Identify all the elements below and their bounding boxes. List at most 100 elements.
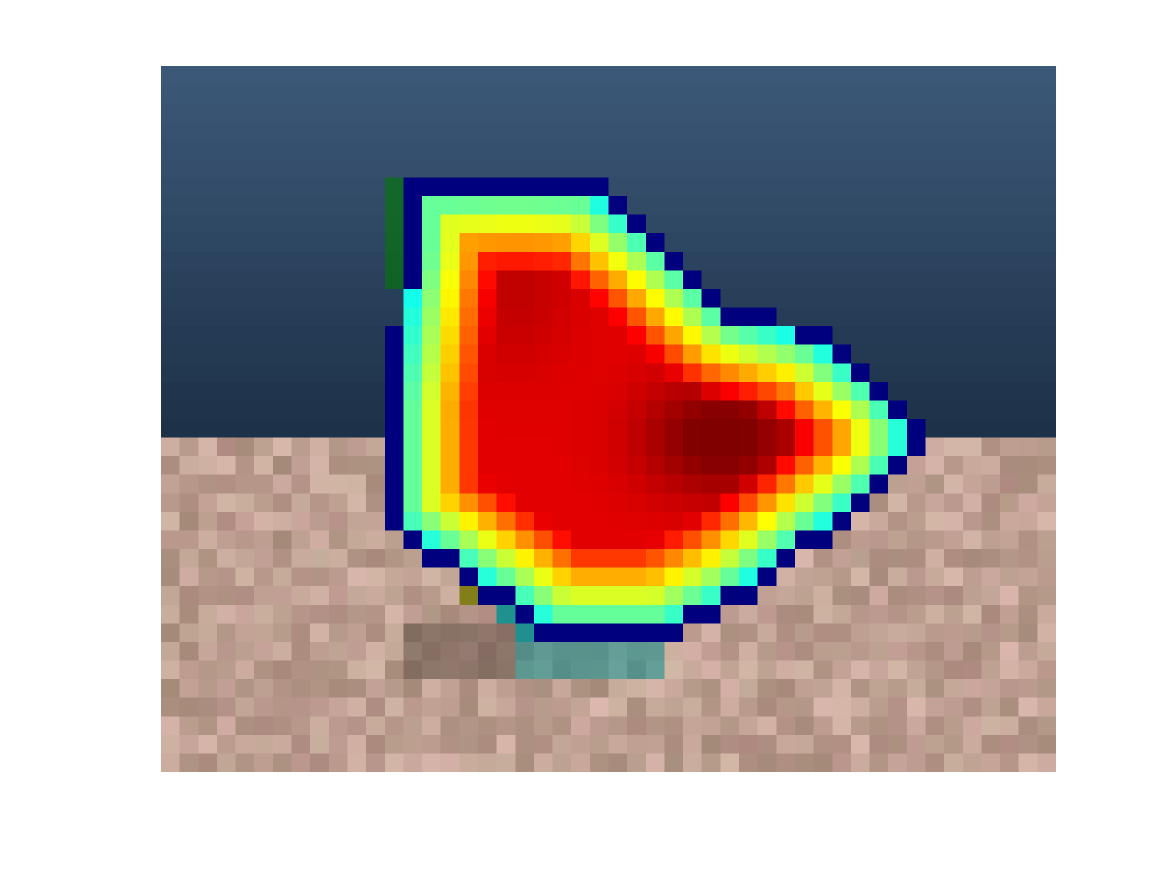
- image-pixel: [664, 196, 684, 216]
- image-pixel: [272, 121, 293, 141]
- image-pixel: [645, 84, 666, 104]
- image-pixel: [794, 511, 815, 532]
- image-pixel: [832, 456, 852, 476]
- image-pixel: [589, 623, 610, 643]
- image-pixel: [216, 233, 237, 253]
- image-pixel: [366, 84, 386, 104]
- image-pixel: [216, 121, 237, 141]
- image-pixel: [776, 641, 796, 662]
- image-pixel: [925, 214, 945, 234]
- image-pixel: [683, 623, 703, 643]
- image-pixel: [235, 84, 255, 104]
- image-pixel: [459, 66, 479, 86]
- image-pixel: [832, 567, 852, 587]
- image-pixel: [179, 604, 199, 624]
- image-pixel: [459, 381, 479, 402]
- image-pixel: [515, 288, 535, 309]
- image-pixel: [179, 734, 199, 755]
- image-pixel: [198, 474, 218, 494]
- image-pixel: [683, 326, 703, 346]
- image-pixel: [459, 400, 479, 420]
- image-pixel: [683, 363, 703, 383]
- image-pixel: [235, 604, 255, 624]
- image-pixel: [291, 623, 311, 643]
- image-pixel: [477, 530, 498, 550]
- image-pixel: [664, 456, 684, 476]
- image-pixel: [813, 363, 833, 383]
- image-pixel: [906, 381, 927, 402]
- image-pixel: [1000, 419, 1020, 439]
- image-pixel: [944, 363, 964, 383]
- image-pixel: [571, 363, 591, 383]
- image-pixel: [235, 140, 255, 160]
- image-pixel: [664, 604, 684, 624]
- image-pixel: [869, 214, 889, 234]
- image-pixel: [813, 140, 833, 160]
- image-pixel: [198, 641, 218, 662]
- image-pixel: [533, 214, 554, 234]
- image-pixel: [645, 660, 666, 680]
- image-pixel: [701, 456, 721, 476]
- image-pixel: [216, 437, 237, 457]
- image-pixel: [422, 158, 442, 179]
- image-pixel: [384, 363, 404, 383]
- image-pixel: [477, 251, 498, 271]
- image-pixel: [571, 419, 591, 439]
- image-pixel: [496, 419, 516, 439]
- image-pixel: [272, 586, 293, 606]
- image-pixel: [515, 66, 535, 86]
- image-pixel: [403, 326, 423, 346]
- image-pixel: [422, 679, 442, 699]
- image-pixel: [776, 604, 796, 624]
- image-pixel: [272, 419, 293, 439]
- image-pixel: [1000, 437, 1020, 457]
- image-pixel: [254, 567, 274, 587]
- image-pixel: [794, 121, 815, 141]
- image-pixel: [1018, 437, 1038, 457]
- image-pixel: [832, 140, 852, 160]
- image-pixel: [608, 66, 628, 86]
- image-pixel: [944, 233, 964, 253]
- image-pixel: [477, 623, 498, 643]
- image-pixel: [1018, 679, 1038, 699]
- image-pixel: [272, 604, 293, 624]
- image-pixel: [291, 121, 311, 141]
- image-pixel: [272, 233, 293, 253]
- image-pixel: [701, 103, 721, 123]
- image-pixel: [757, 623, 777, 643]
- image-pixel: [776, 233, 796, 253]
- image-pixel: [813, 474, 833, 494]
- image-pixel: [627, 140, 647, 160]
- image-pixel: [850, 214, 871, 234]
- image-pixel: [608, 233, 628, 253]
- image-pixel: [552, 437, 572, 457]
- image-pixel: [981, 288, 1001, 309]
- image-pixel: [198, 158, 218, 179]
- image-pixel: [925, 400, 945, 420]
- image-pixel: [272, 474, 293, 494]
- image-pixel: [161, 660, 181, 680]
- image-pixel: [981, 270, 1001, 290]
- image-pixel: [720, 158, 740, 179]
- image-pixel: [664, 753, 684, 772]
- image-pixel: [1037, 307, 1056, 327]
- image-pixel: [664, 158, 684, 179]
- image-pixel: [944, 140, 964, 160]
- image-pixel: [925, 697, 945, 717]
- image-pixel: [683, 121, 703, 141]
- image-pixel: [161, 344, 181, 364]
- image-pixel: [477, 214, 498, 234]
- image-pixel: [477, 474, 498, 494]
- image-pixel: [832, 307, 852, 327]
- image-pixel: [254, 196, 274, 216]
- image-pixel: [272, 344, 293, 364]
- image-pixel: [1037, 158, 1056, 179]
- image-pixel: [720, 400, 740, 420]
- image-pixel: [850, 679, 871, 699]
- image-pixel: [1018, 567, 1038, 587]
- image-pixel: [366, 679, 386, 699]
- image-pixel: [459, 158, 479, 179]
- image-pixel: [794, 586, 815, 606]
- image-pixel: [459, 140, 479, 160]
- image-pixel: [533, 716, 554, 736]
